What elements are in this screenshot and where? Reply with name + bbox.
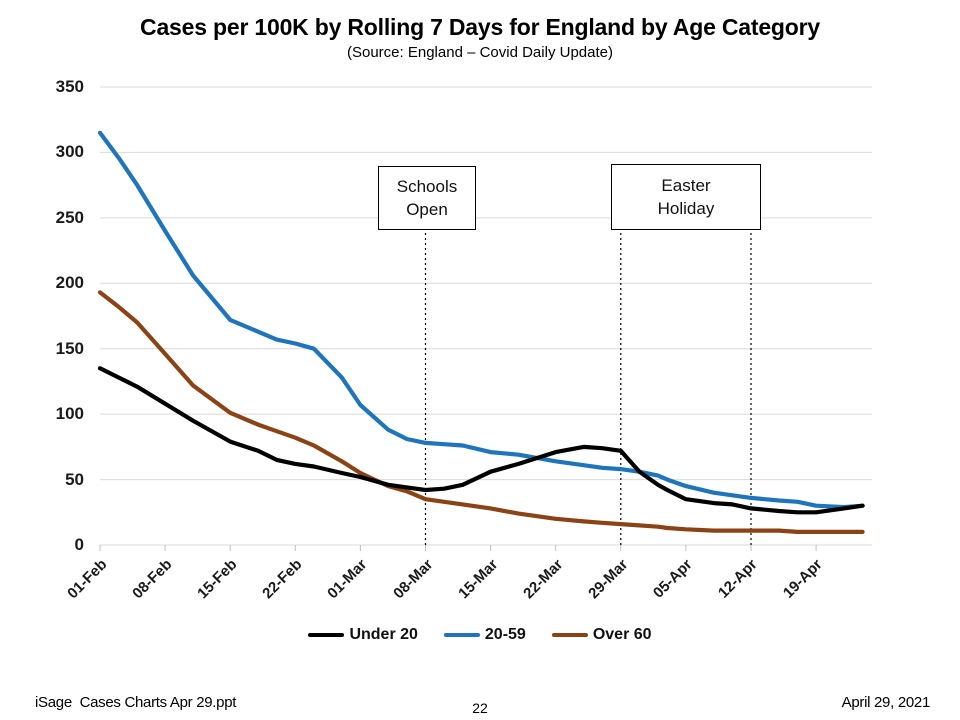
chart-subtitle: (Source: England – Covid Daily Update) — [347, 44, 613, 61]
annotation-text-line: Easter — [661, 176, 711, 195]
legend-swatch-under-20 — [308, 633, 345, 637]
series-line-20-59 — [97, 130, 865, 510]
chart-title: Cases per 100K by Rolling 7 Days for Eng… — [140, 14, 820, 40]
annotation-text-line: Open — [406, 200, 448, 219]
legend-swatch-over-60 — [551, 633, 588, 637]
series-line-over-60 — [97, 290, 865, 535]
chart-plot-area — [97, 86, 872, 551]
y-axis-label: 250 — [55, 208, 84, 227]
series-line-under-20 — [97, 366, 865, 515]
y-axis-label: 0 — [74, 535, 84, 554]
annotation-text-line: Schools — [396, 177, 458, 196]
legend-label: Over 60 — [592, 626, 652, 643]
annotation-box-schools-open: Schools Open — [378, 166, 476, 230]
y-axis-label: 350 — [55, 77, 84, 96]
y-axis-label: 100 — [55, 404, 84, 423]
legend-item-20-59: 20-59 — [443, 626, 526, 644]
footer-filename: iSage Cases Charts Apr 29.ppt — [35, 694, 237, 711]
footer-date: April 29, 2021 — [841, 694, 931, 711]
legend-swatch-20-59 — [443, 633, 480, 637]
legend-item-under-20: Under 20 — [308, 626, 418, 644]
page-number: 22 — [472, 700, 488, 716]
legend-label: Under 20 — [349, 626, 418, 643]
y-axis-label: 200 — [55, 273, 84, 292]
chart-legend: Under 20 20-59 Over 60 — [0, 626, 960, 644]
annotation-box-easter-holiday: Easter Holiday — [611, 164, 761, 230]
y-axis-label: 50 — [65, 470, 84, 489]
annotation-text-line: Holiday — [657, 199, 715, 218]
y-axis-label: 300 — [55, 142, 84, 161]
y-axis-label: 150 — [55, 339, 84, 358]
legend-item-over-60: Over 60 — [551, 626, 652, 644]
legend-label: 20-59 — [484, 626, 526, 643]
line-chart: 0 50 100 150 200 250 300 350 01-Feb 08-Feb 15-Feb 2… — [55, 77, 872, 602]
